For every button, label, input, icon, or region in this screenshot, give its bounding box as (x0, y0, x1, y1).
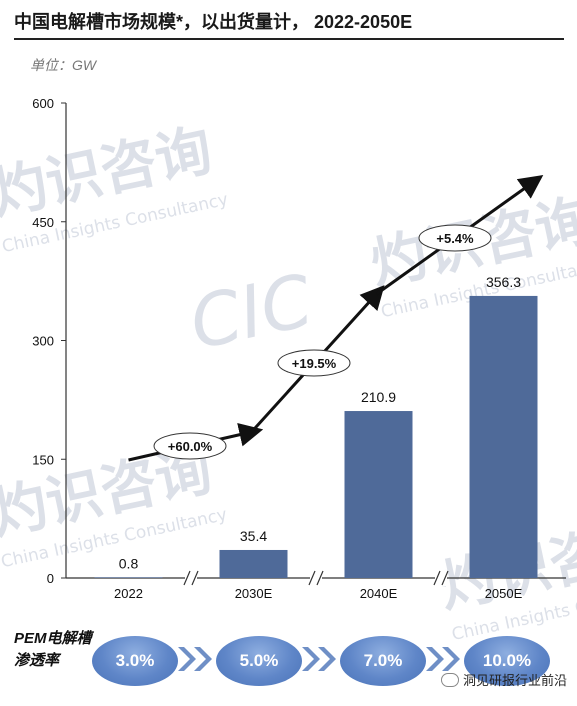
bar-value-label: 210.9 (361, 389, 396, 405)
watermark-cic: CIC (183, 258, 320, 366)
x-tick-label: 2022 (114, 586, 143, 601)
y-tick-label: 600 (32, 96, 54, 111)
title-divider (14, 38, 564, 40)
axis-break-mark (183, 570, 199, 586)
cagr-label: +5.4% (436, 231, 474, 246)
unit-label: 单位：GW (30, 57, 97, 73)
y-tick-label: 450 (32, 215, 54, 230)
chevron-right-icon (426, 647, 460, 671)
footer-text: 洞见研报行业前沿 (462, 673, 567, 688)
cagr-badge: +19.5% (277, 349, 351, 377)
penetration-row: 3.0% 5.0% 7.0% 10.0% (92, 634, 572, 690)
bar-2022 (94, 577, 163, 578)
bar-2040E (344, 411, 413, 578)
chevron-right-icon (178, 647, 212, 671)
axis-break-mark (433, 570, 449, 586)
cagr-label: +19.5% (292, 356, 337, 371)
bar-2050E (469, 295, 538, 578)
bar-value-label: 0.8 (119, 555, 139, 571)
y-tick-label: 300 (32, 334, 54, 349)
penetration-label: PEM电解槽渗透率 (14, 630, 92, 669)
bar-2030E (219, 549, 288, 578)
x-tick-label: 2040E (360, 586, 398, 601)
cagr-badge: +60.0% (153, 432, 227, 460)
footer: 洞见研报行业前沿 (440, 670, 567, 689)
y-tick-label: 0 (47, 571, 54, 586)
penetration-value: 7.0% (340, 636, 426, 686)
penetration-value: 10.0% (464, 636, 550, 686)
bar-value-label: 35.4 (240, 528, 267, 544)
bar-value-label: 356.3 (486, 274, 521, 290)
page-title: 中国电解槽市场规模*，以出货量计， 2022-2050E (14, 12, 413, 32)
chevron-right-icon (302, 647, 336, 671)
cagr-badge: +5.4% (418, 224, 492, 252)
penetration-value: 5.0% (216, 636, 302, 686)
x-tick-label: 2030E (235, 586, 273, 601)
axis-break-mark (308, 570, 324, 586)
x-tick-label: 2050E (485, 586, 523, 601)
wechat-icon (440, 672, 459, 687)
penetration-value: 3.0% (92, 636, 178, 686)
cagr-label: +60.0% (168, 439, 213, 454)
y-tick-label: 150 (32, 452, 54, 467)
